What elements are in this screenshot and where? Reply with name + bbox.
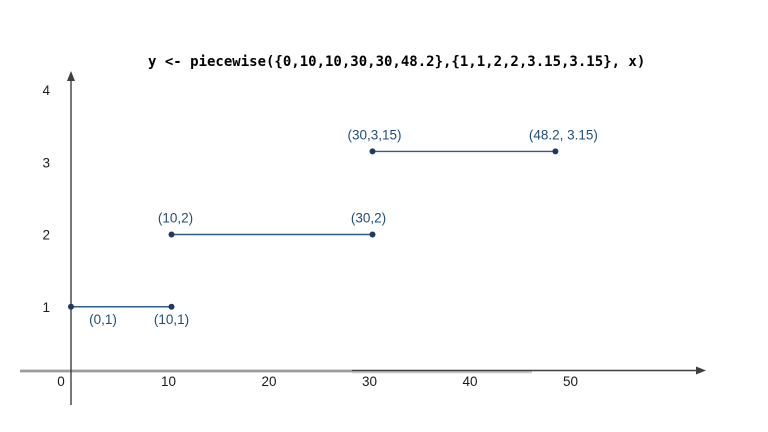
data-point — [552, 148, 559, 155]
y-axis-arrow-icon — [67, 71, 75, 81]
x-tick-label: 20 — [261, 374, 276, 389]
x-axis-arrow-icon — [696, 366, 706, 375]
x-tick-label: 30 — [362, 374, 377, 389]
data-point — [369, 231, 376, 238]
point-label: (48.2, 3.15) — [529, 127, 598, 142]
data-point — [168, 303, 175, 310]
data-point — [68, 303, 74, 310]
x-tick-label: 10 — [161, 374, 176, 389]
point-label: (30,3,15) — [347, 127, 401, 142]
data-point — [168, 231, 175, 238]
y-tick-label: 3 — [42, 155, 50, 170]
x-tick-label: 50 — [563, 374, 578, 389]
point-label: (30,2) — [351, 211, 386, 226]
x-tick-label: 40 — [462, 374, 477, 389]
plot-title: y <- piecewise({0,10,10,30,30,48.2},{1,1… — [148, 54, 646, 70]
y-tick-label: 4 — [42, 83, 50, 98]
y-tick-label: 2 — [42, 228, 50, 243]
point-label: (0,1) — [89, 312, 117, 327]
y-tick-label: 1 — [42, 300, 50, 315]
origin-tick-label: 0 — [57, 374, 65, 389]
data-point — [369, 148, 376, 155]
point-label: (10,1) — [154, 312, 189, 327]
point-label: (10,2) — [158, 211, 193, 226]
